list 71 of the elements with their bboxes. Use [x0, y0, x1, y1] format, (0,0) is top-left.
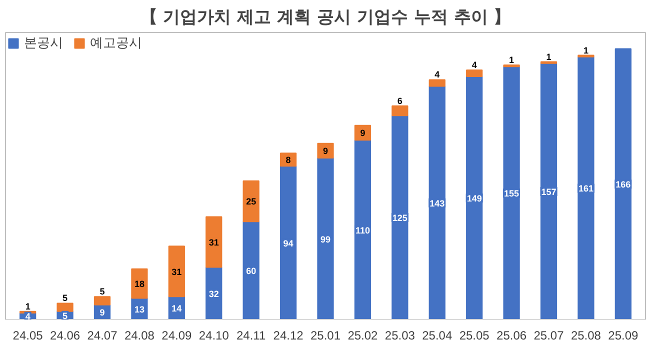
bar: [354, 140, 372, 320]
x-tick-label: 24.12: [273, 328, 304, 342]
data-label: 60: [246, 266, 256, 276]
x-tick-label: 25.06: [496, 328, 527, 342]
data-label: 6: [397, 96, 402, 106]
data-label: 32: [208, 288, 219, 299]
x-tick-label: 25.09: [608, 328, 639, 342]
bar: [392, 105, 408, 116]
data-label: 110: [355, 225, 370, 236]
data-label: 8: [286, 155, 291, 166]
data-label: 9: [322, 146, 328, 156]
bar: [242, 221, 260, 320]
data-label: 155: [504, 188, 520, 199]
data-label: 143: [430, 198, 445, 208]
x-tick-label: 25.08: [570, 328, 602, 342]
x-tick-label: 25.05: [459, 328, 490, 342]
data-label: 1: [583, 45, 588, 56]
bar: [466, 76, 483, 320]
x-tick-label: 24.05: [12, 328, 44, 342]
x-tick-label: 24.11: [236, 328, 266, 342]
chart-title: 【 기업가치 제고 계획 공시 기업수 누적 추이 】: [140, 8, 511, 28]
data-label: 149: [466, 193, 482, 204]
x-tick-label: 25.04: [422, 328, 452, 342]
bar: [280, 166, 297, 320]
bar: [428, 79, 446, 87]
bar: [540, 62, 558, 320]
x-tick-label: 24.09: [162, 328, 192, 342]
x-tick-label: 25.03: [384, 328, 416, 342]
x-tick-label: 24.10: [198, 328, 230, 342]
data-label: 9: [360, 128, 366, 138]
data-label: 14: [172, 304, 182, 314]
bar: [503, 66, 520, 320]
bar: [94, 296, 111, 306]
bar: [428, 86, 446, 320]
x-tick-label: 24.06: [50, 328, 80, 342]
data-label: 5: [62, 293, 68, 304]
data-label: 4: [472, 60, 477, 70]
x-tick-label: 25.07: [534, 328, 564, 342]
data-label: 1: [509, 55, 514, 66]
data-label: 25: [246, 196, 256, 207]
data-label: 31: [172, 266, 182, 277]
x-tick-label: 25.01: [310, 328, 341, 342]
data-label: 4: [25, 312, 30, 322]
bar: [578, 56, 594, 320]
data-label: 1: [25, 301, 30, 312]
bar: [168, 246, 185, 298]
data-label: 18: [134, 279, 144, 290]
data-label: 5: [100, 286, 105, 297]
bar: [206, 216, 222, 268]
legend-label: 예고공시: [90, 34, 142, 52]
bar: [392, 115, 408, 320]
data-label: 13: [134, 304, 144, 314]
data-label: 31: [208, 238, 219, 248]
data-label: 166: [616, 180, 631, 190]
bar: [56, 302, 74, 312]
data-label: 94: [283, 238, 294, 248]
data-label: 5: [62, 310, 68, 321]
bar: [614, 48, 632, 320]
data-label: 1: [546, 52, 552, 62]
x-tick-label: 24.08: [124, 328, 155, 342]
data-label: 99: [320, 234, 331, 244]
legend-label: 본공시: [24, 34, 63, 52]
data-label: 4: [434, 70, 440, 80]
x-tick-label: 25.02: [348, 328, 378, 342]
data-label: 9: [100, 308, 105, 318]
bar: [466, 69, 483, 77]
data-label: 125: [392, 213, 408, 224]
data-label: 161: [578, 184, 594, 194]
data-label: 157: [541, 186, 556, 197]
bar: [317, 158, 334, 320]
x-tick-label: 24.07: [87, 328, 118, 342]
